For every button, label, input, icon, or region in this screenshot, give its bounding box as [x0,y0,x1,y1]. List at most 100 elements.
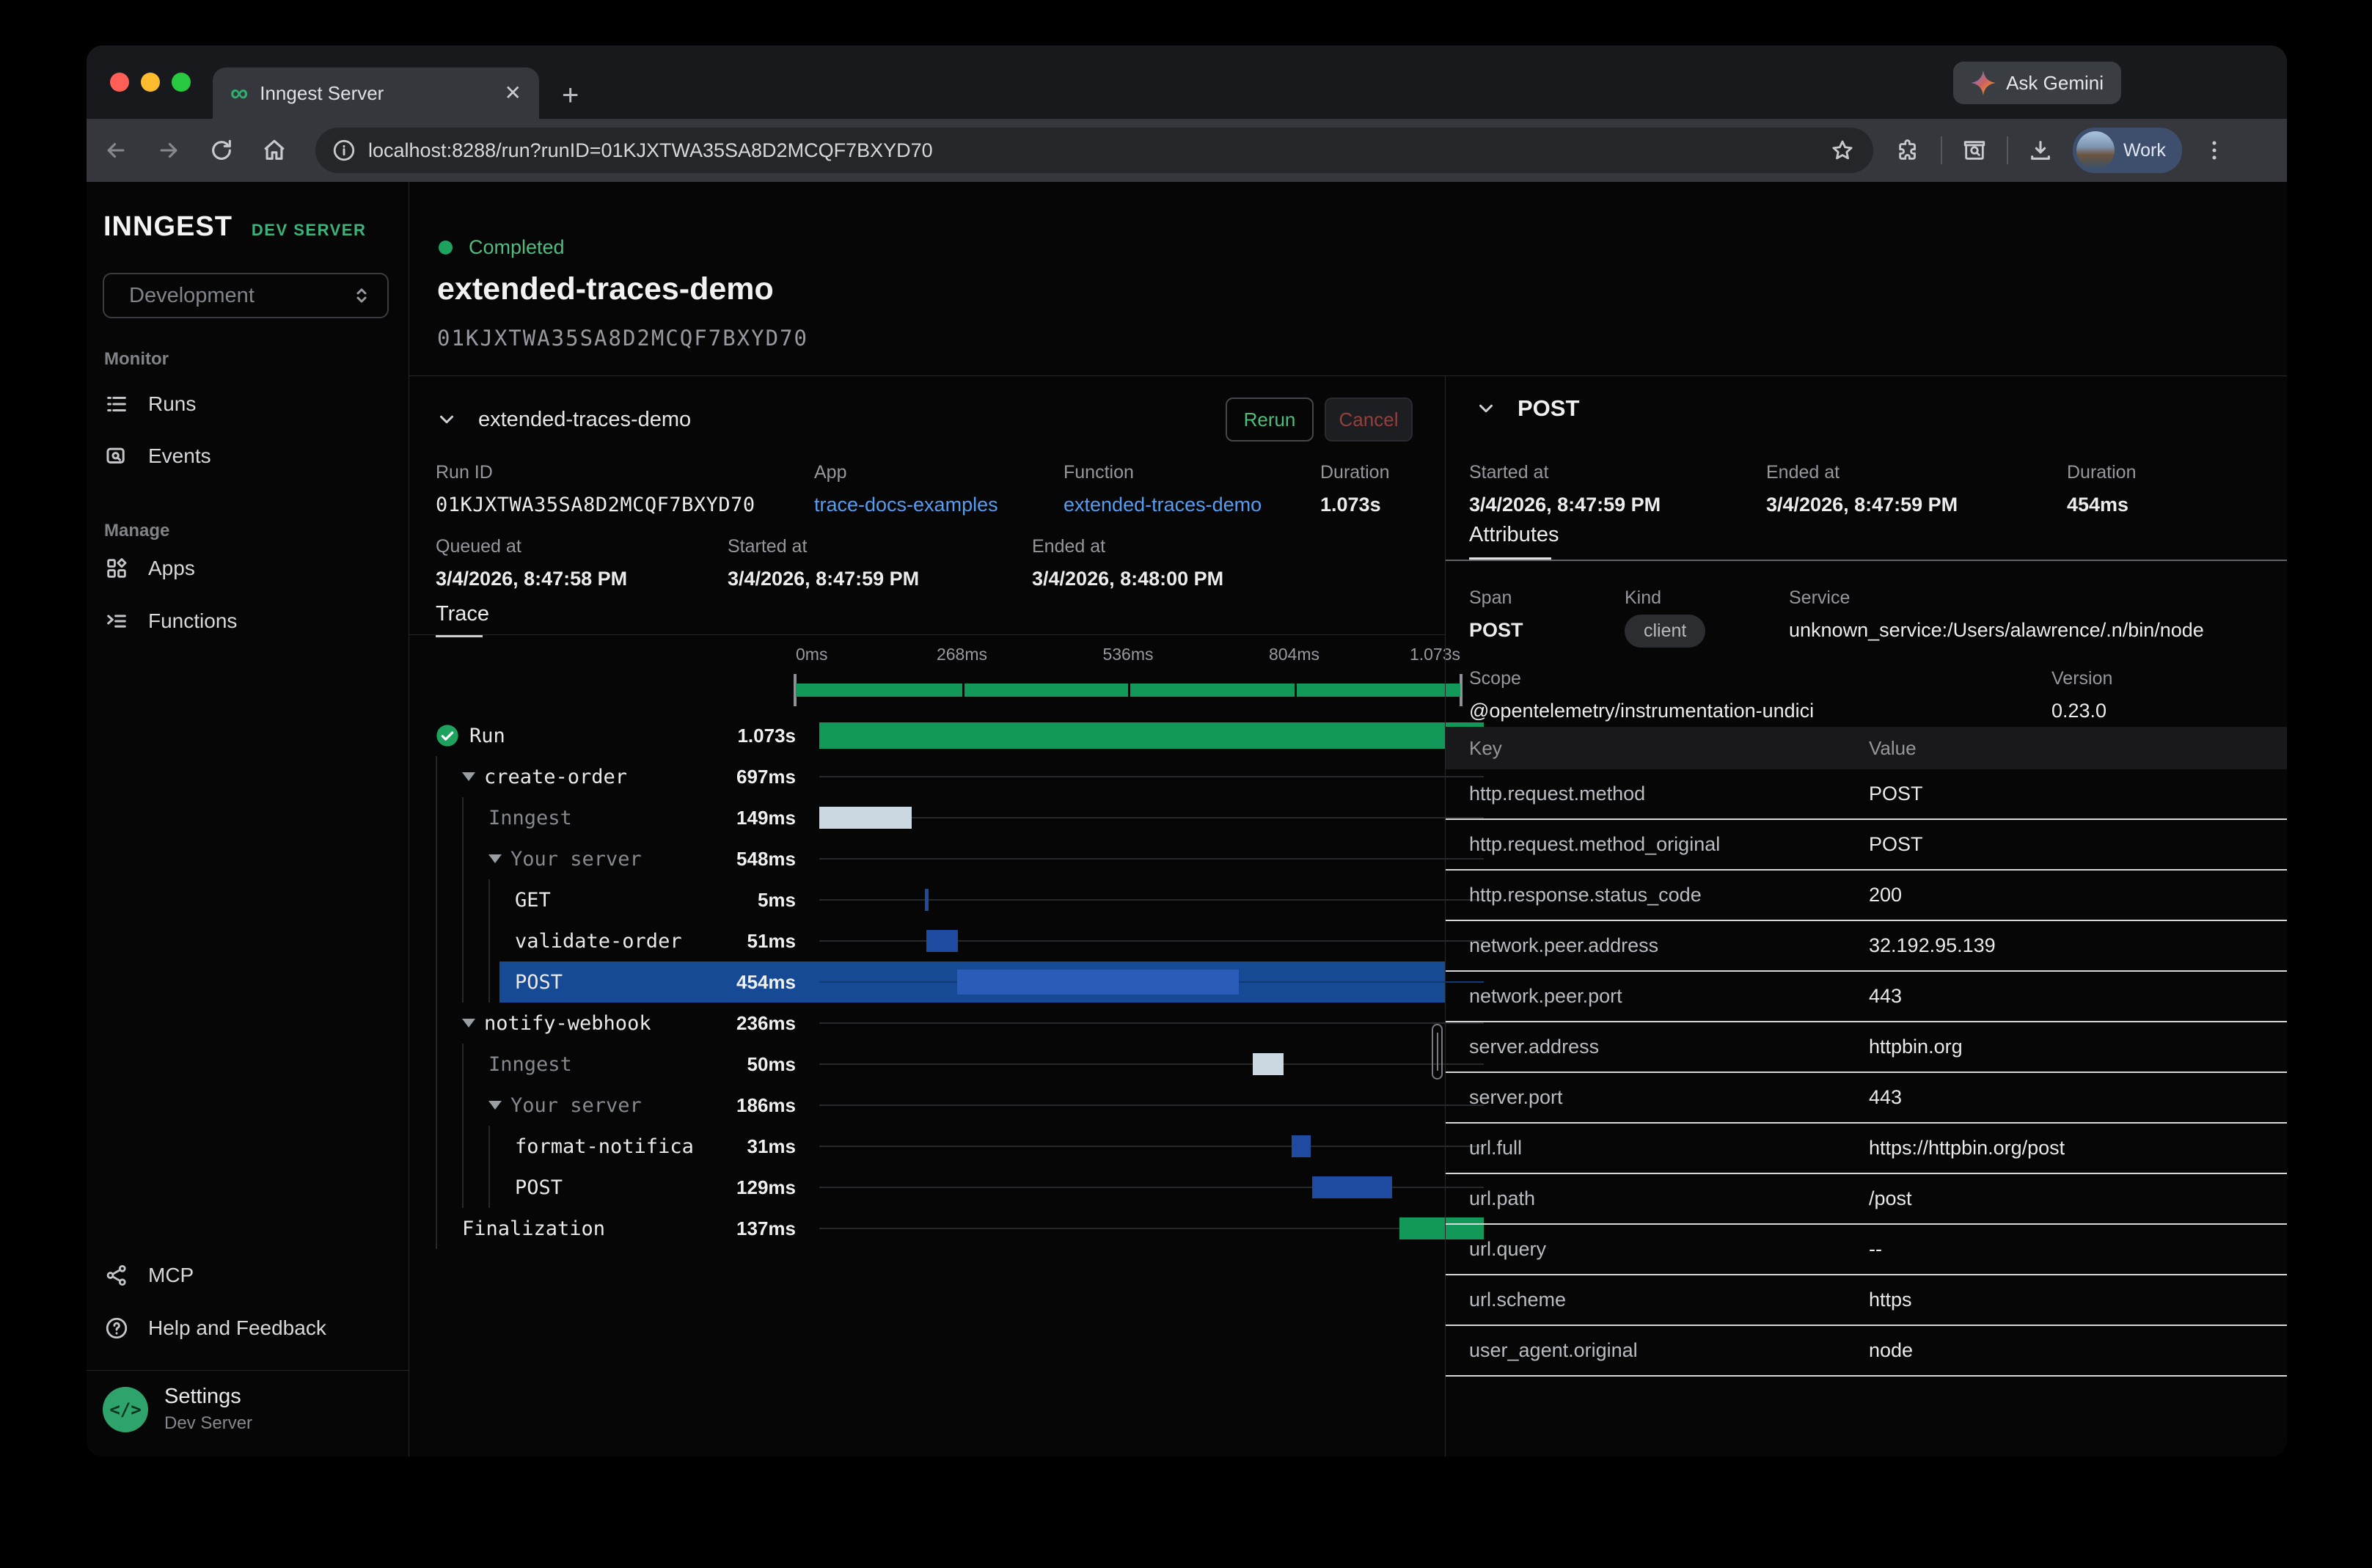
table-row[interactable]: server.addresshttpbin.org [1446,1022,2287,1073]
environment-select[interactable]: Development [103,273,389,318]
trace-row[interactable]: format-notifica…31ms [409,1126,1445,1167]
url-text[interactable]: localhost:8288/run?runID=01KJXTWA35SA8D2… [368,139,1816,162]
address-bar[interactable]: localhost:8288/run?runID=01KJXTWA35SA8D2… [315,128,1873,173]
span-bar[interactable] [925,889,929,911]
trace-row[interactable]: Finalization137ms [409,1208,1445,1249]
sidebar-item-events[interactable]: Events [104,444,211,469]
inngest-logo: INNGEST [103,211,233,243]
trace-row[interactable]: create-order697ms [409,756,1445,797]
collapse-arrow-icon[interactable] [488,854,502,863]
span-bar[interactable] [1292,1135,1311,1157]
home-icon[interactable] [260,136,289,165]
extensions-icon[interactable] [1894,136,1923,165]
span-name: format-notifica… [515,1135,693,1158]
app-link[interactable]: trace-docs-examples [814,494,1064,516]
table-row[interactable]: user_agent.originalnode [1446,1326,2287,1377]
events-search-icon [104,444,129,469]
span-bar[interactable] [819,722,1484,749]
table-row[interactable]: http.request.method_originalPOST [1446,820,2287,871]
span-bar[interactable] [926,930,958,952]
table-row[interactable]: network.peer.port443 [1446,972,2287,1022]
minimize-window-button[interactable] [141,73,160,92]
attr-value: /post [1869,1187,1912,1210]
row-guideline [819,1063,1484,1065]
span-label: Span [1469,587,1625,609]
attr-key: http.response.status_code [1446,884,1869,906]
value-column-header: Value [1869,737,1917,760]
trace-minimap[interactable] [796,674,1460,708]
tab-search-icon[interactable] [1960,136,1989,165]
site-info-icon[interactable] [332,136,356,165]
sidebar-item-settings[interactable]: </> Settings Dev Server [103,1385,252,1434]
tab-attributes[interactable]: Attributes [1469,523,1559,560]
span-duration: 236ms [693,1012,796,1035]
span-name: Inngest [488,807,572,829]
ask-gemini-button[interactable]: Ask Gemini [1953,62,2121,104]
trace-row[interactable]: Run1.073s [409,715,1445,756]
rerun-button[interactable]: Rerun [1226,398,1314,442]
indent-guide [436,1085,462,1126]
span-bar[interactable] [957,970,1238,994]
trace-row[interactable]: POST129ms [409,1167,1445,1208]
chevron-down-icon[interactable] [1475,398,1497,420]
sidebar-item-functions[interactable]: Functions [104,609,237,634]
trace-row[interactable]: validate-order51ms [409,920,1445,961]
collapse-arrow-icon[interactable] [462,772,475,781]
function-link[interactable]: extended-traces-demo [1064,494,1320,516]
span-title: POST [1518,395,1579,422]
forward-icon[interactable] [154,136,183,165]
table-row[interactable]: http.response.status_code200 [1446,871,2287,921]
sidebar-item-help-and-feedback[interactable]: Help and Feedback [104,1316,326,1341]
minimap-notch [962,684,964,697]
span-bar[interactable] [819,807,912,829]
sidebar-item-apps[interactable]: Apps [104,556,195,581]
maximize-window-button[interactable] [172,73,191,92]
browser-tab[interactable]: ∞ Inngest Server ✕ [213,67,539,119]
trace-row[interactable]: Inngest50ms [409,1044,1445,1085]
collapse-arrow-icon[interactable] [488,1101,502,1110]
trace-row[interactable]: POST454ms [409,961,1445,1003]
table-row[interactable]: url.schemehttps [1446,1275,2287,1326]
tab-trace[interactable]: Trace [436,602,489,637]
chevron-down-icon[interactable] [436,409,458,431]
span-bar[interactable] [1312,1176,1392,1198]
attr-key: url.query [1446,1238,1869,1261]
new-tab-button[interactable]: + [562,81,579,110]
trace-row[interactable]: notify-webhook236ms [409,1003,1445,1044]
profile-button[interactable]: Work [2073,128,2182,173]
trace-row[interactable]: GET5ms [409,879,1445,920]
tabline-divider [409,634,1445,635]
table-row[interactable]: url.query-- [1446,1225,2287,1275]
back-icon[interactable] [101,136,131,165]
cancel-button[interactable]: Cancel [1325,398,1413,442]
dev-server-code-icon: </> [103,1387,148,1432]
bookmark-star-icon[interactable] [1828,136,1857,165]
attr-key: url.scheme [1446,1289,1869,1311]
ended-at-value: 3/4/2026, 8:48:00 PM [1032,568,1223,590]
tab-title: Inngest Server [260,82,492,105]
span-bar[interactable] [1253,1053,1284,1075]
table-row[interactable]: url.fullhttps://httpbin.org/post [1446,1124,2287,1174]
download-icon[interactable] [2026,136,2055,165]
indent-guide [436,797,462,838]
sidebar-item-mcp[interactable]: MCP [104,1263,194,1288]
attr-value: 32.192.95.139 [1869,934,1996,957]
attr-key: url.path [1446,1187,1869,1210]
reload-icon[interactable] [207,136,236,165]
trace-row[interactable]: Inngest149ms [409,797,1445,838]
tab-close-icon[interactable]: ✕ [505,83,521,103]
span-ended-value: 3/4/2026, 8:47:59 PM [1766,494,2067,516]
trace-row[interactable]: Your server548ms [409,838,1445,879]
indent-guide [462,1167,488,1208]
collapse-arrow-icon[interactable] [462,1019,475,1027]
menu-kebab-icon[interactable] [2200,136,2229,165]
close-window-button[interactable] [110,73,129,92]
active-tab-underline [436,635,483,637]
table-row[interactable]: network.peer.address32.192.95.139 [1446,921,2287,972]
trace-row[interactable]: Your server186ms [409,1085,1445,1126]
table-row[interactable]: http.request.methodPOST [1446,769,2287,820]
scrollbar-thumb[interactable] [1432,1024,1443,1080]
sidebar-item-runs[interactable]: Runs [104,392,196,417]
table-row[interactable]: url.path/post [1446,1174,2287,1225]
table-row[interactable]: server.port443 [1446,1073,2287,1124]
